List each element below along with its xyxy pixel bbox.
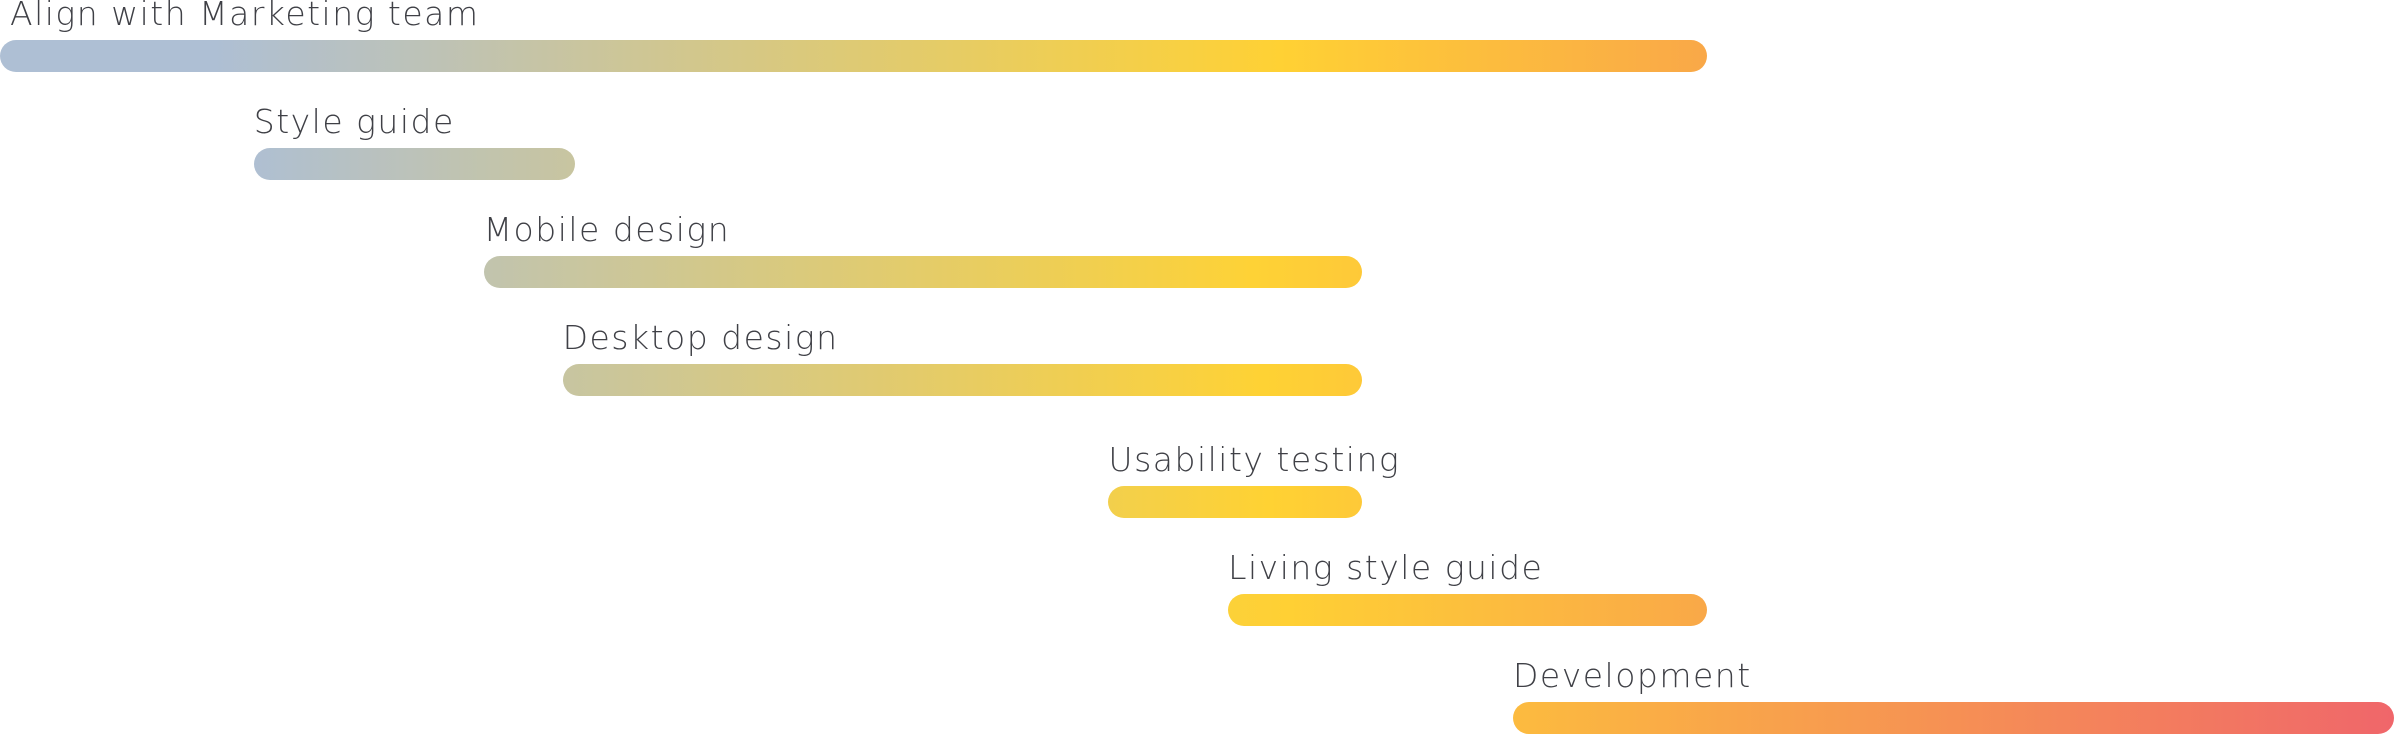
task-bar [562,364,1363,396]
task-bar [1108,486,1363,518]
task-bar [253,148,575,180]
task-label: Development [1513,656,1752,695]
task-bar [1513,702,2394,734]
task-label: Usability testing [1108,440,1401,479]
task-label: Living style guide [1228,548,1544,587]
task-bar [1228,594,1707,626]
task-bar [483,256,1363,288]
task-bar [0,40,1707,72]
task-label: Mobile design [483,210,731,249]
task-label: Style guide [253,102,455,141]
task-label: Align with Marketing team [10,0,480,33]
task-label: Desktop design [562,318,839,357]
